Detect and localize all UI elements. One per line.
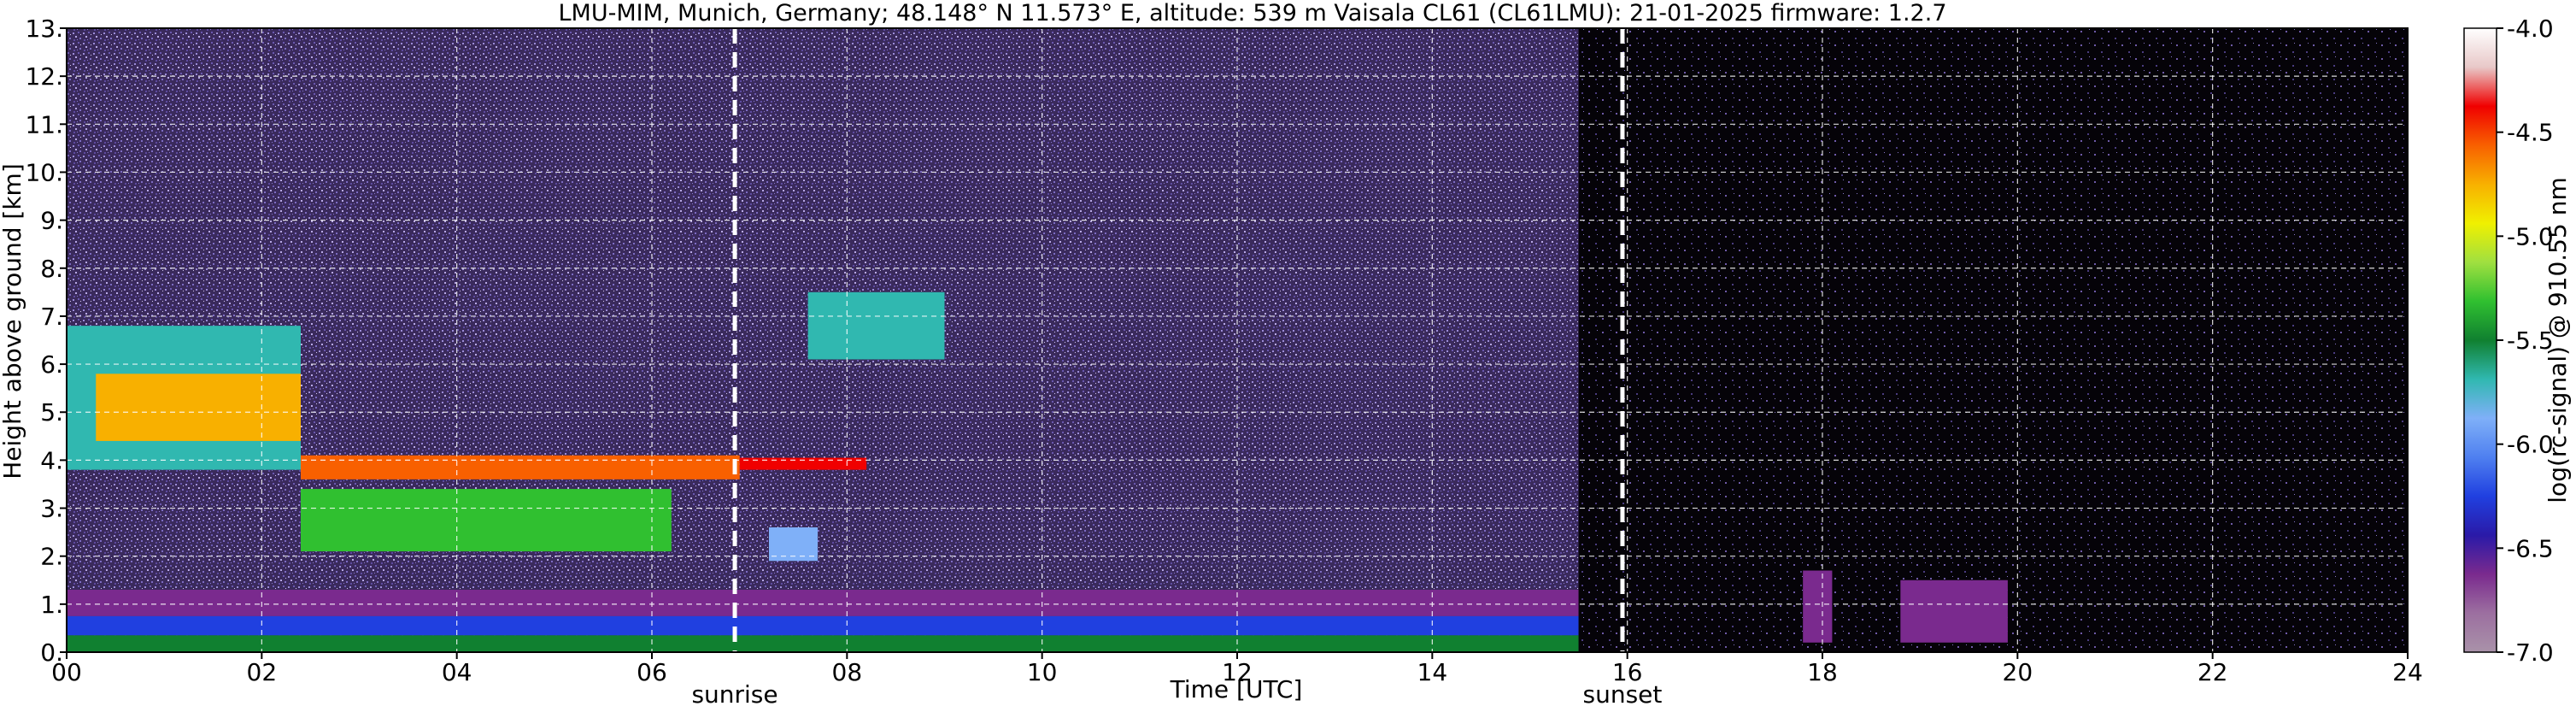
x-tick-label: 14 — [1417, 658, 1448, 686]
signal-layer — [769, 527, 819, 562]
colorbar-scale — [2463, 27, 2497, 653]
x-tick-label: 06 — [637, 658, 667, 686]
signal-layer — [301, 489, 672, 552]
colorbar-tick-label: -5.0 — [2507, 222, 2554, 250]
signal-layer — [67, 635, 1579, 652]
x-tick-label: 22 — [2198, 658, 2228, 686]
signal-layer — [1578, 28, 2408, 652]
x-axis-label: Time [UTC] — [1170, 675, 1303, 703]
y-tick-label: 12. — [25, 62, 63, 91]
sun-event-label: sunset — [1583, 680, 1663, 706]
colorbar-tick-label: -6.5 — [2507, 534, 2554, 562]
grid-lines — [67, 28, 2408, 652]
signal-layer — [807, 291, 945, 360]
colorbar-tick-label: -6.0 — [2507, 431, 2554, 459]
x-axis-ticks: 00 02 04 06 08 10 12 14 16 18 20 22 24 — [51, 652, 2423, 686]
colorbar-tick-label: -4.5 — [2507, 119, 2554, 147]
y-tick-label: 2. — [40, 543, 63, 571]
signal-layer — [301, 455, 740, 479]
colorbar-tick-label: -4.0 — [2507, 15, 2554, 43]
x-tick-label: 08 — [832, 658, 863, 686]
signal-layer — [739, 457, 867, 470]
y-tick-label: 11. — [25, 110, 63, 138]
signal-layer — [1900, 580, 2008, 643]
y-tick-label: 4. — [40, 446, 63, 474]
y-tick-label: 13. — [25, 15, 63, 43]
x-tick-label: 12 — [1222, 658, 1253, 686]
chart-title: LMU-MIM, Munich, Germany; 48.148° N 11.5… — [558, 0, 1946, 26]
colorbar: -4.0 -4.5 -5.0 -5.5 -6.0 -6.5 -7.0 log(rc-sign… — [2463, 15, 2572, 667]
y-tick-label: 8. — [40, 255, 63, 283]
x-tick-label: 16 — [1612, 658, 1643, 686]
x-tick-label: 24 — [2392, 658, 2423, 686]
sun-event-lines — [732, 28, 1625, 652]
y-tick-label: 7. — [40, 303, 63, 331]
y-tick-label: 1. — [40, 591, 63, 619]
x-tick-label: 04 — [442, 658, 472, 686]
colorbar-tick-label: -5.5 — [2507, 327, 2554, 355]
y-tick-label: 3. — [40, 495, 63, 523]
x-tick-label: 00 — [51, 658, 82, 686]
colorbar-tick-label: -7.0 — [2507, 638, 2554, 667]
y-tick-label: 5. — [40, 398, 63, 427]
signal-layer — [96, 374, 301, 441]
signal-layer — [1803, 570, 1833, 643]
sun-event-label: sunrise — [691, 680, 777, 706]
x-tick-label: 18 — [1807, 658, 1838, 686]
x-tick-label: 10 — [1027, 658, 1058, 686]
signal-layer — [67, 590, 1579, 616]
y-axis-label: Height above ground [km] — [0, 163, 26, 479]
colorbar-label: log(rc-signal) @ 910.55 nm — [2544, 177, 2572, 503]
sun-event-labels: sunrise sunset — [691, 680, 1662, 706]
x-tick-label: 02 — [247, 658, 278, 686]
y-tick-label: 9. — [40, 207, 63, 235]
x-tick-label: 20 — [2003, 658, 2033, 686]
signal-layer — [67, 615, 1579, 636]
y-tick-label: 10. — [25, 158, 63, 186]
y-tick-label: 0. — [40, 638, 63, 667]
colorbar-ticks: -4.0 -4.5 -5.0 -5.5 -6.0 -6.5 -7.0 — [2497, 15, 2554, 667]
y-axis-ticks: 0. 1. 2. 3. 4. 5. 6. 7. 8. 9. 10. 11. 12. 13. — [25, 15, 67, 667]
y-tick-label: 6. — [40, 350, 63, 379]
plot-area — [66, 27, 2409, 653]
